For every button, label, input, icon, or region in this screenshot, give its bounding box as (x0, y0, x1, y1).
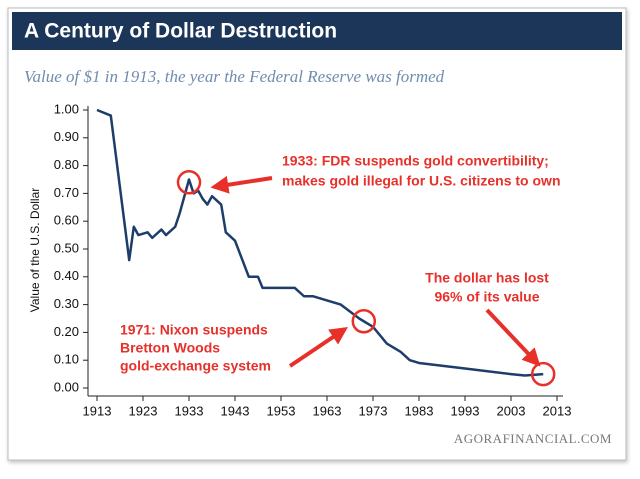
annotation-text: 1971: Nixon suspends (120, 322, 268, 338)
x-tick-label: 1913 (83, 403, 112, 418)
x-tick-label: 1993 (451, 403, 480, 418)
x-tick-label: 1963 (313, 403, 342, 418)
chart-title: A Century of Dollar Destruction (24, 20, 337, 43)
x-tick-label: 1923 (129, 403, 158, 418)
annotation-text: The dollar has lost (425, 270, 549, 286)
annotation-text: 96% of its value (434, 289, 539, 305)
annotation-text: Bretton Woods (120, 340, 220, 356)
annotation-circle (351, 309, 377, 334)
y-tick-label: 0.20 (54, 324, 79, 339)
chart-subtitle: Value of $1 in 1913, the year the Federa… (24, 67, 445, 86)
annotation-arrow (210, 175, 273, 194)
y-tick-label: 0.00 (54, 379, 79, 394)
annotation-circle (176, 170, 202, 195)
annotation-text: makes gold illegal for U.S. citizens to … (282, 173, 561, 189)
x-tick-label: 1933 (175, 403, 204, 418)
title-bar (12, 12, 622, 50)
annotation-arrow (288, 326, 348, 368)
annotation-text: 1933: FDR suspends gold convertibility; (282, 153, 549, 169)
x-tick-label: 2003 (497, 403, 526, 418)
y-tick-label: 0.40 (54, 268, 79, 283)
y-tick-label: 0.80 (54, 157, 79, 172)
x-tick-label: 1943 (221, 403, 250, 418)
x-tick-label: 1953 (267, 403, 296, 418)
annotation-text: gold-exchange system (120, 358, 271, 374)
y-tick-label: 0.10 (54, 352, 79, 367)
y-axis-label: Value of the U.S. Dollar (28, 188, 42, 313)
y-tick-label: 0.70 (54, 185, 79, 200)
source: AGORAFINANCIAL.COM (454, 431, 612, 446)
x-tick-label: 1973 (359, 403, 388, 418)
y-tick-label: 0.30 (54, 296, 79, 311)
y-tick-label: 0.90 (54, 129, 79, 144)
data-line (96, 108, 544, 377)
annotation-circle (530, 361, 556, 387)
y-tick-label: 1.00 (54, 101, 79, 116)
y-tick-label: 0.50 (54, 240, 79, 255)
annotation-arrow (485, 308, 541, 367)
y-tick-label: 0.60 (54, 213, 79, 228)
x-tick-label: 2013 (543, 403, 572, 418)
card (7, 7, 627, 461)
x-tick-label: 1983 (405, 403, 434, 418)
